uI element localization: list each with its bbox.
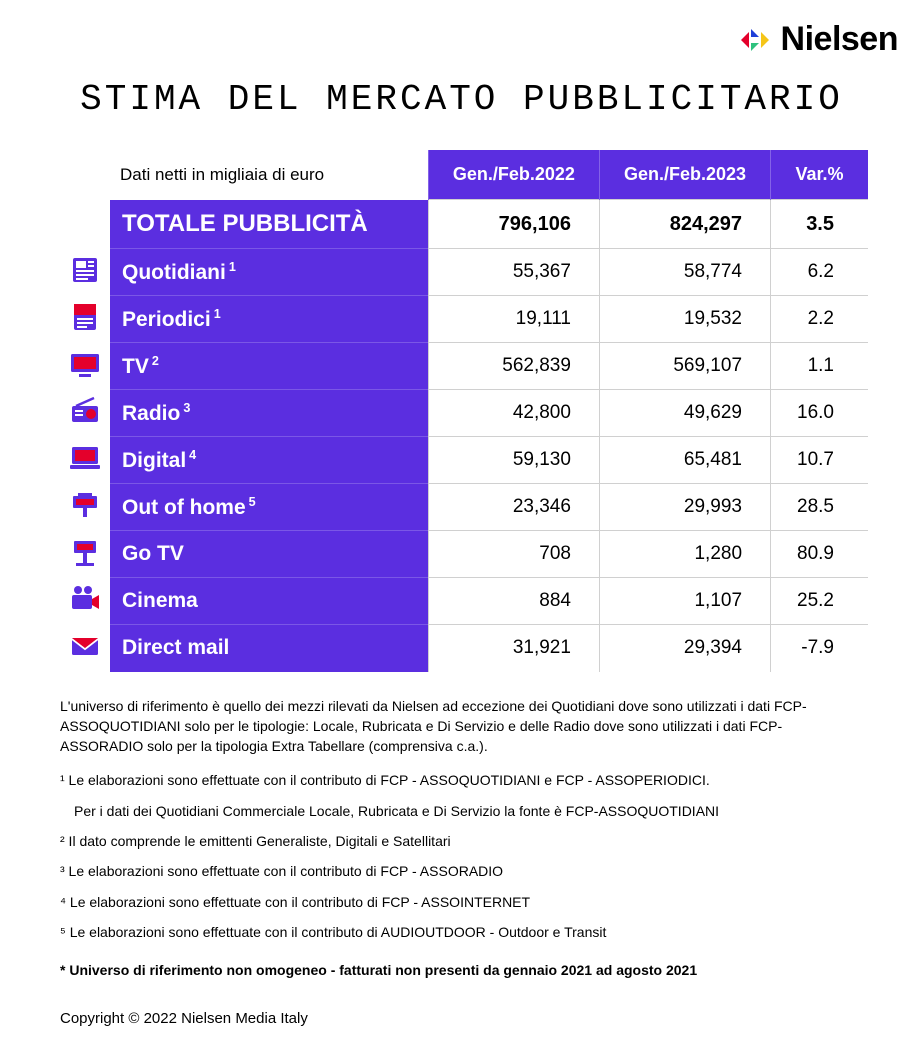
nielsen-logo-text: Nielsen <box>781 20 898 59</box>
row-label-text: Out of home <box>122 496 246 519</box>
cell-c2023: 65,481 <box>599 437 770 484</box>
row-label: Cinema <box>110 578 428 625</box>
cell-var: 16.0 <box>771 390 868 437</box>
blank-icon <box>60 200 110 249</box>
table-row: Digital459,13065,48110.7 <box>60 437 868 484</box>
footnote-3: ³ Le elaborazioni sono effettuate con il… <box>60 861 863 881</box>
cell-c2022: 708 <box>428 531 599 578</box>
row-label-text: Periodici <box>122 308 211 331</box>
cell-c2023: 29,394 <box>599 625 770 672</box>
row-label-sup: 3 <box>183 401 190 415</box>
cell-c2023: 49,629 <box>599 390 770 437</box>
row-label-text: Cinema <box>122 589 198 612</box>
cell-c2022: 884 <box>428 578 599 625</box>
table-subtitle: Dati netti in migliaia di euro <box>60 150 428 200</box>
ooh-icon <box>60 484 110 531</box>
cell-var: -7.9 <box>771 625 868 672</box>
cell-c2022: 42,800 <box>428 390 599 437</box>
footnotes: L'universo di riferimento è quello dei m… <box>60 696 863 981</box>
cell-c2023: 19,532 <box>599 296 770 343</box>
table-row: Cinema 8841,10725.2 <box>60 578 868 625</box>
header: Nielsen <box>25 20 898 59</box>
cell-var: 28.5 <box>771 484 868 531</box>
copyright: Copyright © 2022 Nielsen Media Italy <box>60 1010 898 1027</box>
tv-icon <box>60 343 110 390</box>
row-label-text: TV <box>122 355 149 378</box>
row-label-sup: 2 <box>152 354 159 368</box>
cell-c2022: 23,346 <box>428 484 599 531</box>
table-row: Go TV 7081,28080.9 <box>60 531 868 578</box>
footnote-intro: L'universo di riferimento è quello dei m… <box>60 696 863 757</box>
mail-icon <box>60 625 110 672</box>
row-label: Out of home5 <box>110 484 428 531</box>
row-label-sup: 5 <box>249 495 256 509</box>
table-row: TOTALE PUBBLICITÀ 796,106824,2973.5 <box>60 200 868 249</box>
footnote-4: ⁴ Le elaborazioni sono effettuate con il… <box>60 892 863 912</box>
table-row: Quotidiani155,36758,7746.2 <box>60 249 868 296</box>
row-label-text: TOTALE PUBBLICITÀ <box>122 210 368 237</box>
page-title: STIMA DEL MERCATO PUBBLICITARIO <box>25 79 898 120</box>
footnote-1a: ¹ Le elaborazioni sono effettuate con il… <box>60 770 863 790</box>
row-label-text: Direct mail <box>122 636 229 659</box>
row-label: Go TV <box>110 531 428 578</box>
footnote-disclaimer: * Universo di riferimento non omogeneo -… <box>60 960 863 980</box>
row-label: Radio3 <box>110 390 428 437</box>
cell-c2022: 59,130 <box>428 437 599 484</box>
magazine-icon <box>60 296 110 343</box>
row-label: Periodici1 <box>110 296 428 343</box>
footnote-5: ⁵ Le elaborazioni sono effettuate con il… <box>60 922 863 942</box>
footnote-1b: Per i dati dei Quotidiani Commerciale Lo… <box>60 801 863 821</box>
radio-icon <box>60 390 110 437</box>
cell-var: 10.7 <box>771 437 868 484</box>
cell-c2022: 19,111 <box>428 296 599 343</box>
cell-c2022: 796,106 <box>428 200 599 249</box>
cell-var: 80.9 <box>771 531 868 578</box>
table-header-row: Dati netti in migliaia di euro Gen./Feb.… <box>60 150 868 200</box>
col-head-2022: Gen./Feb.2022 <box>428 150 599 200</box>
row-label-text: Go TV <box>122 542 184 565</box>
col-head-var: Var.% <box>771 150 868 200</box>
row-label: Quotidiani1 <box>110 249 428 296</box>
digital-icon <box>60 437 110 484</box>
cell-c2022: 31,921 <box>428 625 599 672</box>
market-table: Dati netti in migliaia di euro Gen./Feb.… <box>60 150 868 672</box>
cell-c2023: 824,297 <box>599 200 770 249</box>
table-row: Periodici119,11119,5322.2 <box>60 296 868 343</box>
row-label-sup: 1 <box>214 307 221 321</box>
table-row: Radio342,80049,62916.0 <box>60 390 868 437</box>
table-row: Direct mail 31,92129,394-7.9 <box>60 625 868 672</box>
cell-var: 3.5 <box>771 200 868 249</box>
row-label-sup: 4 <box>189 448 196 462</box>
cell-c2023: 1,107 <box>599 578 770 625</box>
table-row: TV2562,839569,1071.1 <box>60 343 868 390</box>
cell-var: 6.2 <box>771 249 868 296</box>
row-label: TV2 <box>110 343 428 390</box>
cell-c2023: 29,993 <box>599 484 770 531</box>
row-label-text: Quotidiani <box>122 261 226 284</box>
cell-c2023: 58,774 <box>599 249 770 296</box>
gotv-icon <box>60 531 110 578</box>
cinema-icon <box>60 578 110 625</box>
footnote-2: ² Il dato comprende le emittenti General… <box>60 831 863 851</box>
table-row: Out of home523,34629,99328.5 <box>60 484 868 531</box>
row-label: TOTALE PUBBLICITÀ <box>110 200 428 249</box>
cell-var: 1.1 <box>771 343 868 390</box>
cell-c2022: 55,367 <box>428 249 599 296</box>
row-label-text: Digital <box>122 449 186 472</box>
cell-c2023: 1,280 <box>599 531 770 578</box>
cell-c2022: 562,839 <box>428 343 599 390</box>
row-label: Direct mail <box>110 625 428 672</box>
nielsen-logo: Nielsen <box>731 20 898 59</box>
newspaper-icon <box>60 249 110 296</box>
row-label: Digital4 <box>110 437 428 484</box>
nielsen-logo-mark <box>731 23 775 57</box>
row-label-sup: 1 <box>229 260 236 274</box>
row-label-text: Radio <box>122 402 180 425</box>
cell-c2023: 569,107 <box>599 343 770 390</box>
cell-var: 2.2 <box>771 296 868 343</box>
cell-var: 25.2 <box>771 578 868 625</box>
col-head-2023: Gen./Feb.2023 <box>599 150 770 200</box>
